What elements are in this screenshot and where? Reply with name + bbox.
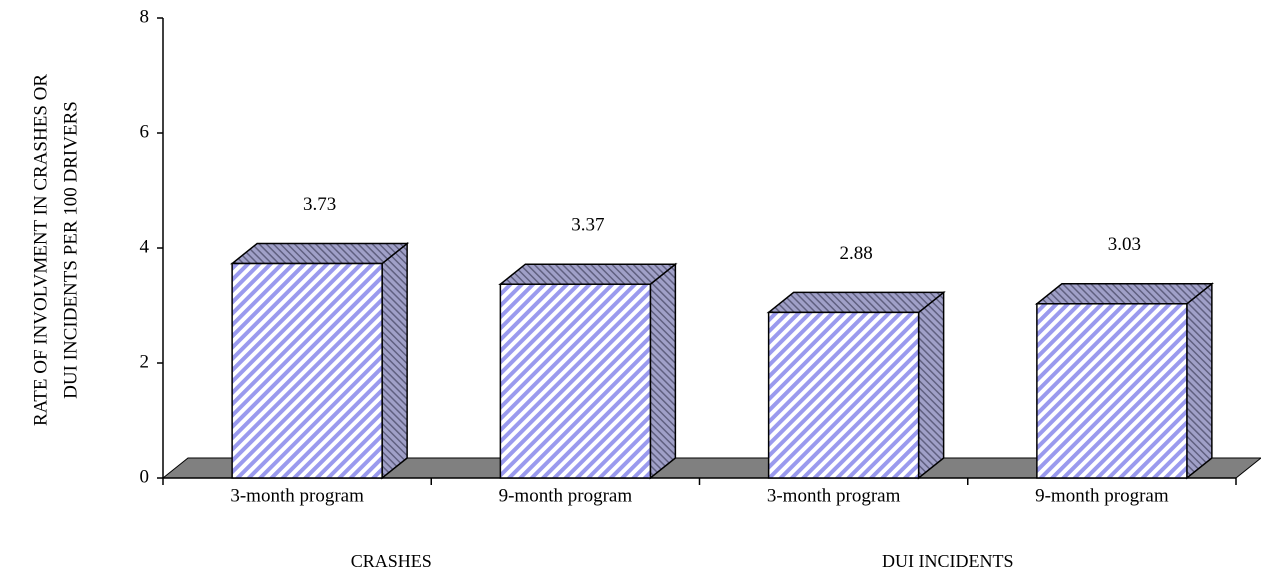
y-tick-label: 8 <box>140 6 150 27</box>
bar <box>231 262 383 479</box>
bar <box>499 283 652 479</box>
x-tick-label: 9-month program <box>1035 485 1169 506</box>
x-tick-label: 3-month program <box>230 485 364 506</box>
group-label: CRASHES <box>351 551 432 571</box>
y-tick-label: 2 <box>140 351 150 372</box>
value-label: 3.73 <box>303 194 336 215</box>
y-axis-title: RATE OF INVOLVMENT IN CRASHES OR DUI INC… <box>30 74 81 426</box>
bar-side <box>1186 282 1213 480</box>
value-label: 3.03 <box>1108 234 1141 255</box>
y-axis-title-line: RATE OF INVOLVMENT IN CRASHES OR <box>30 74 51 426</box>
y-tick-label: 6 <box>140 121 150 142</box>
y-axis-title-line: DUI INCIDENTS PER 100 DRIVERS <box>60 101 81 399</box>
bar <box>1036 303 1188 479</box>
x-tick-label: 3-month program <box>767 485 901 506</box>
bar-side <box>649 262 677 480</box>
value-label: 3.37 <box>571 215 604 236</box>
y-tick-label: 0 <box>140 466 150 487</box>
group-label: DUI INCIDENTS <box>882 551 1013 571</box>
bar-top <box>229 242 410 265</box>
bar-side <box>381 241 408 480</box>
x-tick-label: 9-month program <box>499 485 633 506</box>
bar-side <box>917 290 945 480</box>
y-tick-label: 4 <box>140 236 150 257</box>
bar-top <box>498 263 678 285</box>
bar-top <box>1034 283 1215 305</box>
bar <box>767 311 920 479</box>
value-label: 2.88 <box>840 243 873 264</box>
bar-top <box>766 291 946 314</box>
